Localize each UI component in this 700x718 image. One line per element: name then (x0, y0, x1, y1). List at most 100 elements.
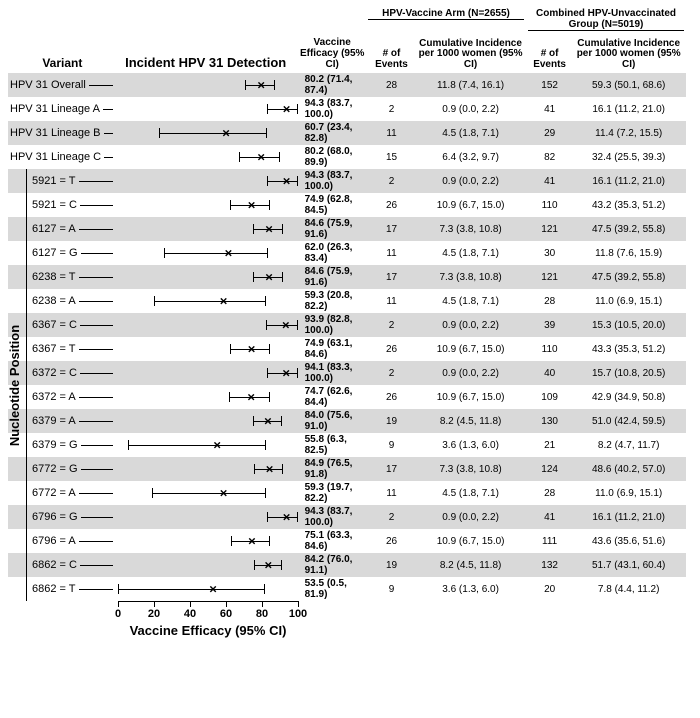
forest-plot-cell: × (117, 529, 295, 553)
table-row: HPV 31 Lineage A×94.3 (83.7, 100.0)20.9 … (8, 97, 686, 121)
variant-label: 6862 = T (8, 583, 117, 595)
axis-tick-label: 0 (115, 608, 121, 620)
efficacy-value: 94.3 (83.7, 100.0) (295, 506, 370, 528)
point-estimate-marker: × (257, 79, 265, 92)
efficacy-value: 59.3 (19.7, 82.2) (295, 482, 370, 504)
cuminc-1: 8.2 (4.5, 11.8) (413, 560, 528, 571)
n-events-2: 41 (528, 104, 571, 115)
cuminc-1: 4.5 (1.8, 7.1) (413, 248, 528, 259)
variant-label: 6862 = C (8, 559, 117, 571)
table-row: 6796 = G×94.3 (83.7, 100.0)20.9 (0.0, 2.… (8, 505, 686, 529)
point-estimate-marker: × (213, 439, 221, 452)
forest-plot-rows: Nucleotide Position HPV 31 Overall×80.2 … (8, 73, 686, 601)
efficacy-value: 74.9 (62.8, 84.5) (295, 194, 370, 216)
axis-tick-label: 100 (289, 608, 307, 620)
efficacy-value: 93.9 (82.8, 100.0) (295, 314, 370, 336)
point-estimate-marker: × (225, 247, 233, 260)
point-estimate-marker: × (248, 199, 256, 212)
n-events-2: 29 (528, 128, 571, 139)
point-estimate-marker: × (283, 511, 291, 524)
forest-plot-cell: × (117, 169, 295, 193)
cuminc-1: 10.9 (6.7, 15.0) (413, 344, 528, 355)
forest-plot-cell: × (117, 121, 295, 145)
efficacy-value: 80.2 (71.4, 87.4) (295, 74, 370, 96)
n-events-2: 110 (528, 200, 571, 211)
n-events-1: 17 (370, 464, 413, 475)
cuminc-1: 10.9 (6.7, 15.0) (413, 536, 528, 547)
cuminc-2: 16.1 (11.2, 21.0) (571, 104, 686, 115)
table-row: 6862 = T×53.5 (0.5, 81.9)93.6 (1.3, 6.0)… (8, 577, 686, 601)
n-events-2: 82 (528, 152, 571, 163)
n-events-2: 41 (528, 512, 571, 523)
variant-label: 6367 = C (8, 319, 117, 331)
header-variant: Variant (8, 56, 117, 70)
point-estimate-marker: × (283, 175, 291, 188)
header-efficacy: Vaccine Efficacy (95% CI) (295, 37, 370, 70)
point-estimate-marker: × (282, 319, 290, 332)
cuminc-1: 11.8 (7.4, 16.1) (413, 80, 528, 91)
cuminc-1: 4.5 (1.8, 7.1) (413, 488, 528, 499)
cuminc-1: 0.9 (0.0, 2.2) (413, 176, 528, 187)
variant-label: 5921 = T (8, 175, 117, 187)
forest-plot-cell: × (117, 433, 295, 457)
n-events-2: 21 (528, 440, 571, 451)
group1-label: HPV-Vaccine Arm (N=2655) (366, 8, 526, 19)
forest-plot-cell: × (117, 361, 295, 385)
forest-plot-cell: × (117, 337, 295, 361)
n-events-2: 40 (528, 368, 571, 379)
cuminc-2: 47.5 (39.2, 55.8) (571, 224, 686, 235)
forest-plot-cell: × (117, 97, 295, 121)
table-row: 6238 = T×84.6 (75.9, 91.6)177.3 (3.8, 10… (8, 265, 686, 289)
n-events-1: 11 (370, 248, 413, 259)
table-row: 6772 = A×59.3 (19.7, 82.2)114.5 (1.8, 7.… (8, 481, 686, 505)
cuminc-2: 15.3 (10.5, 20.0) (571, 320, 686, 331)
header-ci2: Cumulative Incidence per 1000 women (95%… (571, 39, 686, 71)
n-events-1: 19 (370, 416, 413, 427)
group-headers: HPV-Vaccine Arm (N=2655) Combined HPV-Un… (366, 8, 686, 35)
n-events-2: 39 (528, 320, 571, 331)
n-events-1: 26 (370, 200, 413, 211)
efficacy-value: 80.2 (68.0, 89.9) (295, 146, 370, 168)
efficacy-value: 74.7 (62.6, 84.4) (295, 386, 370, 408)
point-estimate-marker: × (248, 535, 256, 548)
efficacy-value: 62.0 (26.3, 83.4) (295, 242, 370, 264)
cuminc-2: 32.4 (25.5, 39.3) (571, 152, 686, 163)
header-n2: # of Events (528, 49, 571, 70)
n-events-1: 17 (370, 224, 413, 235)
axis-tick-label: 80 (256, 608, 268, 620)
variant-label: 6127 = A (8, 223, 117, 235)
n-events-2: 124 (528, 464, 571, 475)
efficacy-value: 60.7 (23.4, 82.8) (295, 122, 370, 144)
n-events-1: 26 (370, 536, 413, 547)
cuminc-2: 43.3 (35.3, 51.2) (571, 344, 686, 355)
efficacy-value: 84.9 (76.5, 91.8) (295, 458, 370, 480)
n-events-1: 19 (370, 560, 413, 571)
variant-label: 6127 = G (8, 247, 117, 259)
table-row: 6367 = T×74.9 (63.1, 84.6)2610.9 (6.7, 1… (8, 337, 686, 361)
n-events-2: 110 (528, 344, 571, 355)
cuminc-2: 48.6 (40.2, 57.0) (571, 464, 686, 475)
point-estimate-marker: × (265, 223, 273, 236)
cuminc-2: 51.0 (42.4, 59.5) (571, 416, 686, 427)
n-events-2: 121 (528, 224, 571, 235)
n-events-2: 130 (528, 416, 571, 427)
n-events-1: 11 (370, 128, 413, 139)
cuminc-1: 3.6 (1.3, 6.0) (413, 440, 528, 451)
table-row: 6862 = C×84.2 (76.0, 91.1)198.2 (4.5, 11… (8, 553, 686, 577)
n-events-2: 109 (528, 392, 571, 403)
table-row: 6372 = A×74.7 (62.6, 84.4)2610.9 (6.7, 1… (8, 385, 686, 409)
cuminc-2: 42.9 (34.9, 50.8) (571, 392, 686, 403)
n-events-2: 28 (528, 488, 571, 499)
variant-label: 6379 = G (8, 439, 117, 451)
variant-label: 6372 = A (8, 391, 117, 403)
forest-plot-cell: × (117, 481, 295, 505)
point-estimate-marker: × (264, 415, 272, 428)
cuminc-1: 8.2 (4.5, 11.8) (413, 416, 528, 427)
n-events-1: 2 (370, 320, 413, 331)
efficacy-value: 84.2 (76.0, 91.1) (295, 554, 370, 576)
point-estimate-marker: × (283, 103, 291, 116)
efficacy-value: 53.5 (0.5, 81.9) (295, 578, 370, 600)
header-ci1: Cumulative Incidence per 1000 women (95%… (413, 39, 528, 71)
variant-label: 6367 = T (8, 343, 117, 355)
cuminc-1: 0.9 (0.0, 2.2) (413, 320, 528, 331)
